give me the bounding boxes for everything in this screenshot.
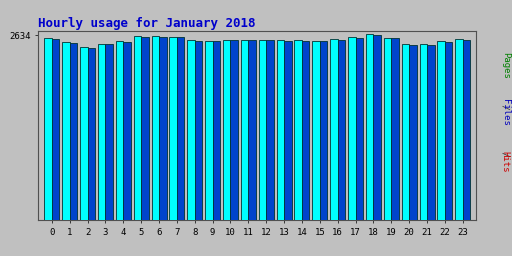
- Bar: [62, 42, 70, 220]
- Bar: [80, 47, 88, 220]
- Bar: [212, 41, 220, 220]
- Bar: [419, 44, 427, 220]
- Bar: [373, 35, 381, 220]
- Bar: [391, 38, 399, 220]
- Text: /: /: [501, 99, 510, 115]
- Bar: [348, 37, 355, 220]
- Bar: [241, 40, 248, 220]
- Bar: [276, 40, 284, 220]
- Bar: [302, 41, 309, 220]
- Bar: [195, 41, 202, 220]
- Bar: [401, 44, 409, 220]
- Bar: [98, 44, 105, 220]
- Bar: [437, 41, 445, 220]
- Bar: [223, 40, 230, 220]
- Bar: [330, 39, 338, 220]
- Bar: [384, 38, 391, 220]
- Bar: [427, 45, 435, 220]
- Bar: [169, 37, 177, 220]
- Text: Files: Files: [501, 99, 510, 125]
- Bar: [312, 41, 320, 220]
- Bar: [159, 37, 166, 220]
- Bar: [70, 43, 77, 220]
- Bar: [205, 40, 212, 220]
- Text: Pages: Pages: [501, 52, 510, 79]
- Text: Hits: Hits: [501, 151, 510, 173]
- Bar: [152, 36, 159, 220]
- Bar: [177, 37, 184, 220]
- Bar: [259, 40, 266, 220]
- Bar: [455, 39, 463, 220]
- Bar: [463, 40, 470, 220]
- Bar: [284, 41, 292, 220]
- Bar: [338, 40, 345, 220]
- Bar: [445, 42, 453, 220]
- Bar: [187, 40, 195, 220]
- Bar: [355, 38, 363, 220]
- Bar: [45, 38, 52, 220]
- Bar: [366, 34, 373, 220]
- Bar: [230, 40, 238, 220]
- Bar: [123, 42, 131, 220]
- Bar: [248, 40, 256, 220]
- Bar: [134, 36, 141, 220]
- Bar: [105, 44, 113, 220]
- Bar: [266, 40, 274, 220]
- Bar: [294, 40, 302, 220]
- Bar: [409, 45, 417, 220]
- Bar: [141, 37, 148, 220]
- Bar: [88, 48, 95, 220]
- Bar: [320, 41, 327, 220]
- Text: Hourly usage for January 2018: Hourly usage for January 2018: [38, 17, 256, 29]
- Bar: [116, 41, 123, 220]
- Text: /: /: [501, 146, 510, 163]
- Bar: [52, 39, 59, 220]
